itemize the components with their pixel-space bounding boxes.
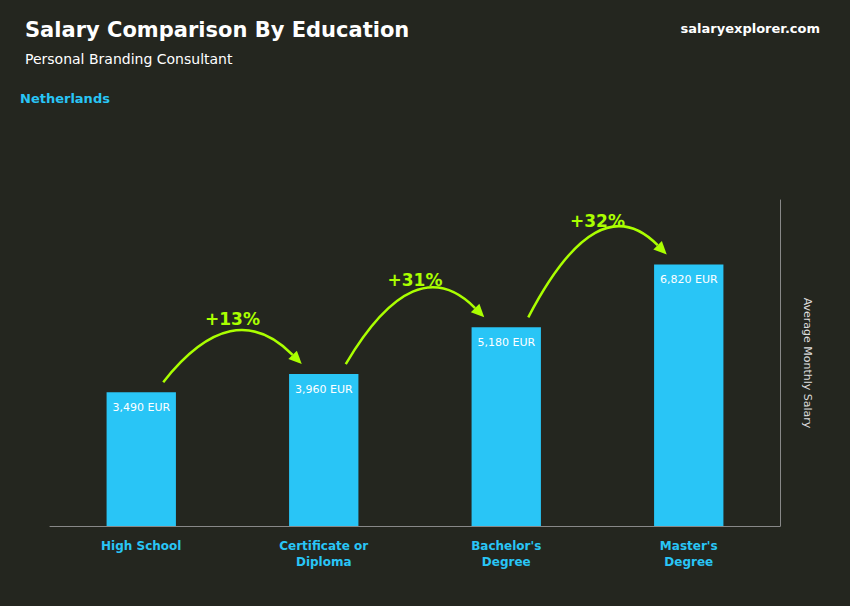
svg-text:Personal Branding Consultant: Personal Branding Consultant — [25, 51, 233, 67]
svg-text:Netherlands: Netherlands — [20, 91, 110, 106]
svg-text:Salary Comparison By Education: Salary Comparison By Education — [25, 18, 409, 42]
svg-text:+32%: +32% — [570, 211, 625, 231]
svg-text:5,180 EUR: 5,180 EUR — [477, 336, 535, 349]
svg-text:Degree: Degree — [482, 555, 531, 569]
svg-text:Master's: Master's — [660, 539, 718, 553]
svg-text:salaryexplorer.com: salaryexplorer.com — [681, 21, 820, 36]
svg-text:+13%: +13% — [205, 309, 260, 329]
svg-text:Degree: Degree — [664, 555, 713, 569]
svg-text:High School: High School — [101, 539, 181, 553]
svg-text:6,820 EUR: 6,820 EUR — [660, 273, 718, 286]
svg-text:3,960 EUR: 3,960 EUR — [295, 383, 353, 396]
svg-text:+31%: +31% — [388, 270, 443, 290]
svg-text:Average Monthly Salary: Average Monthly Salary — [801, 298, 814, 429]
svg-text:Certificate or: Certificate or — [279, 539, 368, 553]
svg-text:Bachelor's: Bachelor's — [471, 539, 541, 553]
svg-text:Diploma: Diploma — [296, 555, 352, 569]
svg-text:3,490 EUR: 3,490 EUR — [112, 401, 170, 414]
